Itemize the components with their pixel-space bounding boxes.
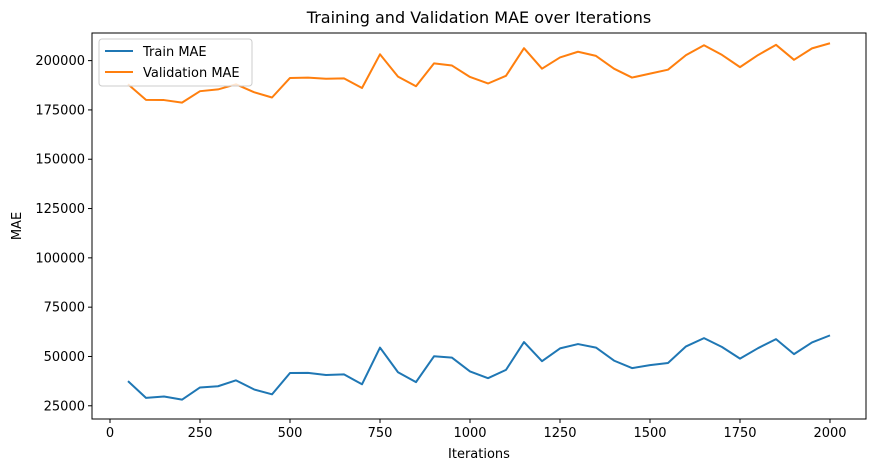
y-tick-label: 200000 (35, 54, 85, 69)
series-line-train (127, 334, 831, 401)
x-axis: 0 250 500 750 1000 1250 1500 1750 2000 (106, 419, 847, 441)
series-line-validation (127, 42, 831, 104)
y-tick-label: 150000 (35, 153, 85, 168)
x-tick-label: 1500 (633, 426, 666, 441)
x-tick-label: 250 (188, 426, 213, 441)
y-tick-label: 125000 (35, 202, 85, 217)
x-tick-label: 1250 (543, 426, 576, 441)
y-tick-label: 50000 (44, 350, 85, 365)
legend-label-validation: Validation MAE (143, 66, 240, 81)
y-axis: 25000 50000 75000 100000 125000 150000 175000 2… (35, 54, 92, 414)
y-tick-label: 100000 (35, 251, 85, 266)
x-tick-label: 1000 (453, 426, 486, 441)
y-axis-label: MAE (10, 212, 25, 240)
x-tick-label: 1750 (723, 426, 756, 441)
x-tick-label: 750 (368, 426, 393, 441)
y-tick-label: 25000 (44, 399, 85, 414)
chart-title: Training and Validation MAE over Iterati… (306, 8, 651, 27)
x-tick-label: 0 (106, 426, 114, 441)
x-axis-label: Iterations (448, 447, 510, 462)
plot-frame (91, 32, 867, 420)
legend: Train MAE Validation MAE (98, 38, 253, 87)
y-tick-label: 75000 (44, 301, 85, 316)
plot-area (127, 42, 831, 401)
x-tick-label: 500 (278, 426, 303, 441)
y-tick-label: 175000 (35, 103, 85, 118)
x-tick-label: 2000 (813, 426, 846, 441)
legend-label-train: Train MAE (142, 45, 207, 60)
legend-box (98, 38, 253, 87)
